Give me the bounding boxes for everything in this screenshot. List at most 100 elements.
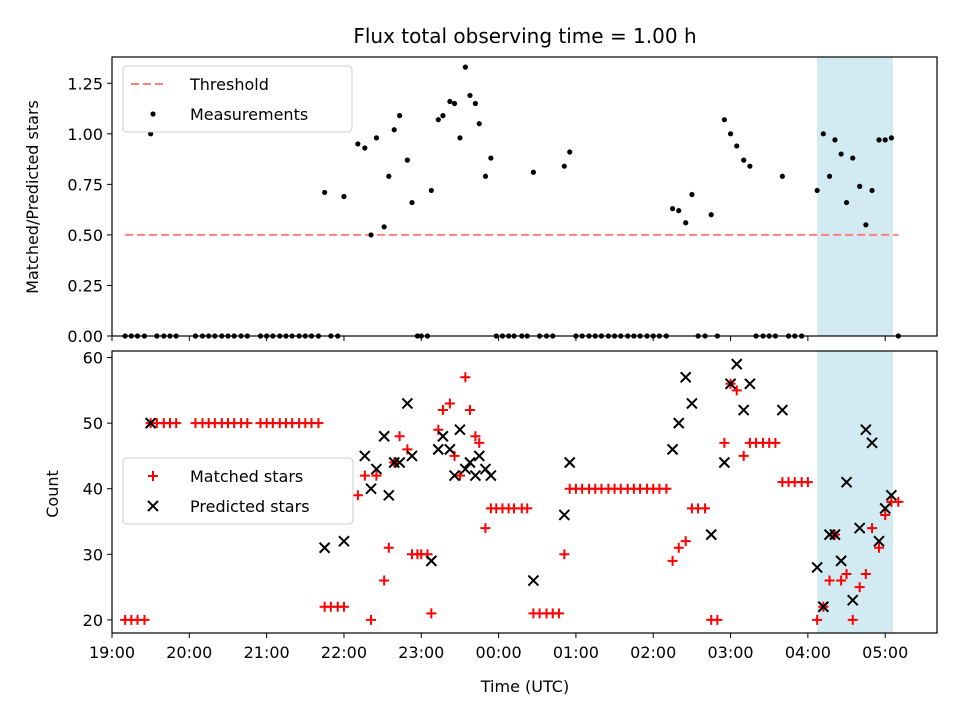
count-panel: 20 30 40 50 60 19:00 20:00 21:00 22:00 23:00 00:00…: [83, 349, 938, 662]
y-tick-label: 0.25: [67, 276, 103, 295]
predicted-star-marker: [705, 528, 717, 541]
matched-star-marker: [338, 601, 349, 612]
predicted-star-marker: [860, 423, 872, 436]
measurement-point: [721, 117, 727, 123]
predicted-star-marker: [866, 437, 878, 449]
x-tick-label: 21:00: [244, 643, 290, 662]
predicted-star-marker: [811, 561, 823, 574]
y-tick-label: 20: [83, 611, 103, 630]
measurement-point: [843, 199, 850, 206]
predicted-star-marker: [564, 456, 576, 469]
predicted-star-marker: [718, 456, 731, 469]
highlight-span: [817, 351, 893, 633]
matched-star-marker: [433, 424, 444, 435]
predicted-star-marker: [425, 555, 438, 567]
matched-star-marker: [836, 575, 847, 586]
x-tick-label: 19:00: [89, 643, 135, 662]
predicted-star-marker: [737, 404, 750, 416]
measurement-point: [368, 232, 374, 238]
measurement-point: [322, 189, 328, 196]
matched-star-marker: [444, 398, 455, 409]
matched-star-marker: [738, 450, 749, 461]
predicted-star-marker: [406, 450, 418, 462]
predicted-star-marker: [724, 378, 737, 390]
measurement-point: [820, 131, 826, 137]
matched-star-marker: [426, 608, 437, 619]
y-tick-label: 50: [83, 414, 103, 433]
predicted-star-marker: [686, 397, 698, 410]
y-tick-label: 40: [83, 480, 103, 499]
measurement-point: [832, 137, 838, 143]
x-tick-label: 04:00: [785, 643, 831, 662]
matched-star-marker: [522, 503, 533, 514]
measurement-point: [747, 163, 753, 169]
matched-star-marker: [371, 470, 382, 481]
series-matched-stars: [120, 372, 904, 625]
measurement-point: [373, 135, 380, 141]
measurement-point: [482, 173, 489, 179]
measurement-point: [689, 191, 695, 198]
chart-title: Flux total observing time = 1.00 h: [353, 24, 696, 48]
y-tick-label: 60: [83, 349, 103, 368]
measurement-point: [362, 145, 368, 151]
matched-star-marker: [474, 437, 485, 448]
y-tick-label: 0.00: [67, 327, 103, 346]
predicted-star-marker: [378, 430, 390, 442]
predicted-star-marker: [393, 456, 406, 469]
predicted-star-marker: [370, 463, 383, 475]
matched-star-marker: [394, 431, 405, 442]
predicted-star-marker: [469, 469, 482, 482]
predicted-star-marker: [365, 483, 377, 495]
matched-star-marker: [847, 614, 858, 625]
matched-star-marker: [673, 542, 684, 553]
predicted-star-marker: [473, 450, 485, 462]
predicted-star-marker: [680, 371, 692, 383]
predicted-star-marker: [744, 378, 756, 390]
measurement-point: [341, 193, 347, 200]
measurement-point: [381, 224, 387, 230]
matched-star-marker: [841, 568, 852, 579]
predicted-star-marker: [464, 456, 476, 469]
predicted-star-marker: [731, 358, 743, 370]
matched-star-marker: [379, 575, 390, 586]
x-tick-label: 02:00: [630, 643, 676, 662]
predicted-star-marker: [318, 542, 331, 554]
x-tick-label: 20:00: [166, 643, 212, 662]
axes-frame: [111, 56, 938, 337]
measurement-point: [741, 157, 747, 163]
measurement-point: [683, 220, 689, 226]
measurement-point: [476, 121, 482, 127]
matched-star-marker: [854, 582, 865, 593]
predicted-star-marker: [432, 443, 444, 456]
legend-box: [122, 457, 354, 525]
predicted-star-marker: [847, 594, 859, 606]
matched-star-marker: [661, 483, 672, 494]
x-tick-label: 22:00: [321, 643, 367, 662]
measurement-point: [391, 127, 397, 133]
measurement-point: [440, 113, 446, 119]
measurement-point: [676, 208, 682, 214]
legend-predicted-swatch: [147, 500, 159, 512]
predicted-star-marker: [527, 574, 540, 587]
measurement-point: [451, 100, 458, 107]
measurement-point: [882, 137, 888, 143]
matched-star-marker: [880, 509, 891, 520]
measurement-point: [669, 206, 676, 212]
matched-star-marker: [770, 437, 781, 448]
measurement-point: [148, 131, 154, 137]
measurement-point: [404, 157, 410, 163]
predicted-star-marker: [338, 535, 350, 547]
matched-star-marker: [867, 523, 878, 534]
matched-star-marker: [383, 542, 394, 553]
predicted-star-marker: [776, 404, 789, 416]
measurement-point: [435, 117, 441, 123]
measurement-point: [488, 155, 494, 161]
predicted-star-marker: [829, 528, 841, 541]
measurement-point: [397, 113, 403, 119]
measurement-point: [472, 100, 479, 107]
measurement-point: [530, 169, 536, 175]
y-tick-label: 1.25: [67, 74, 103, 93]
x-tick-label: 05:00: [862, 643, 908, 662]
matched-star-marker: [470, 431, 481, 442]
matched-star-marker: [812, 614, 823, 625]
